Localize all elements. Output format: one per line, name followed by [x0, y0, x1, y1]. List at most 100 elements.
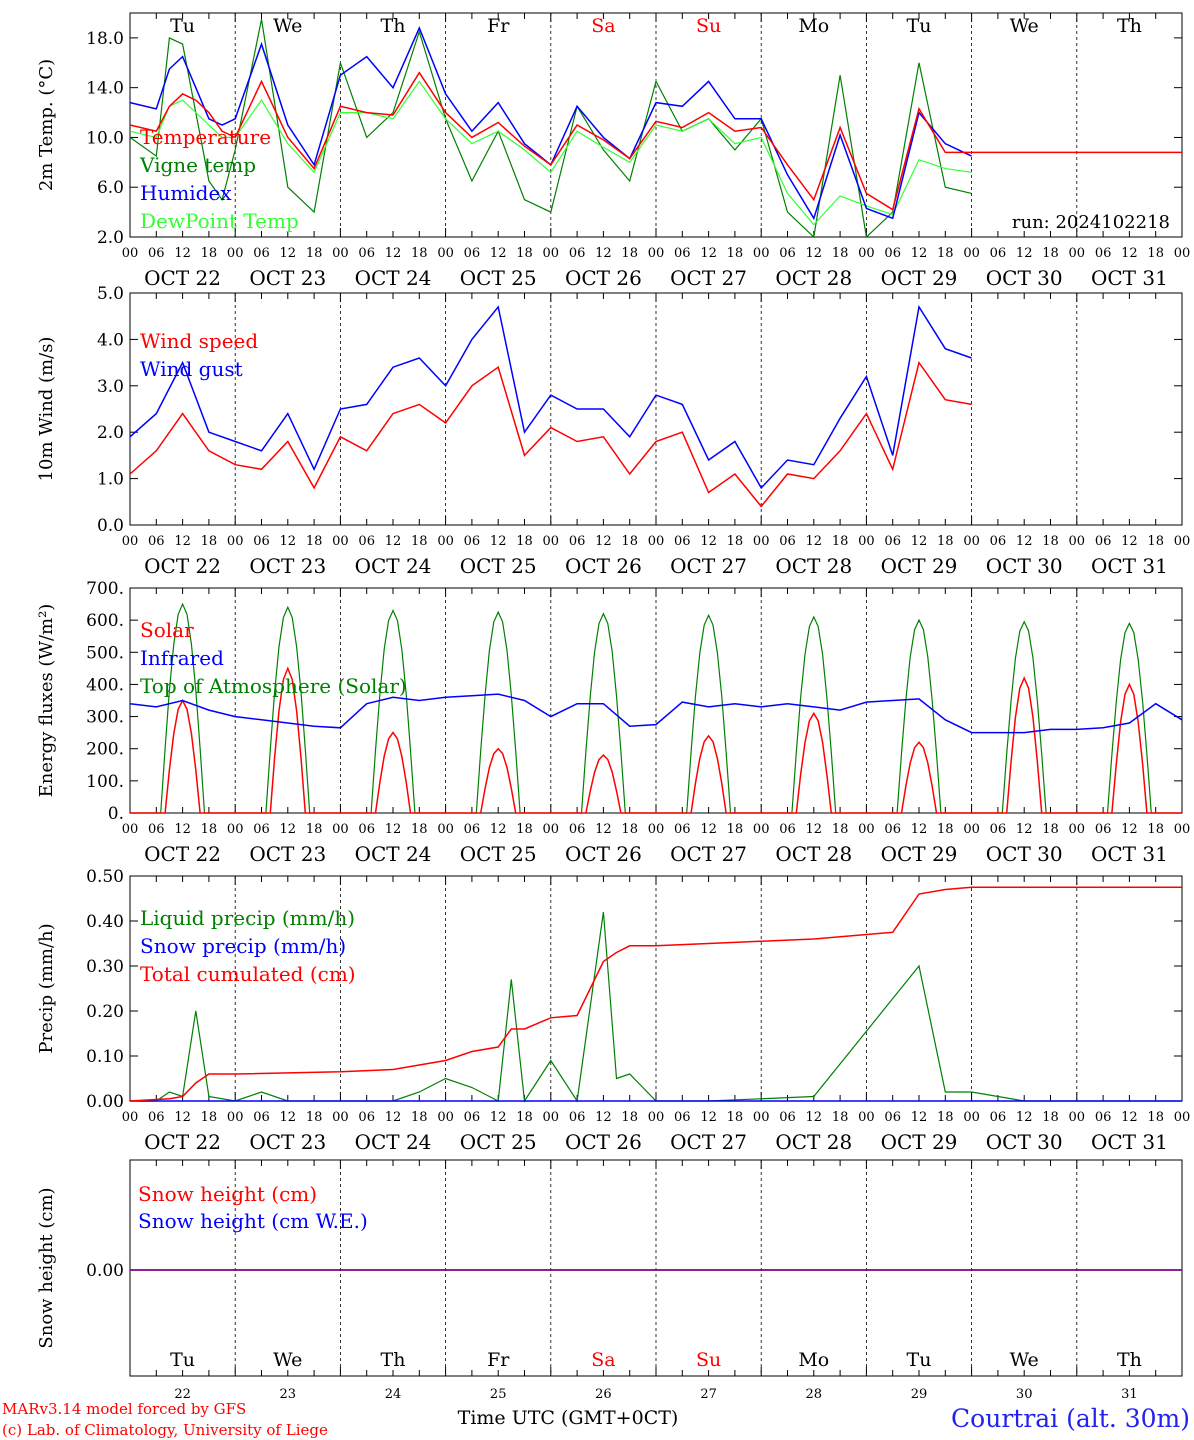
hour-tick-label: 12: [490, 534, 507, 549]
y-axis-label: 2m Temp. (°C): [36, 59, 57, 191]
legend-entry: Humidex: [140, 181, 232, 205]
date-label: OCT 29: [881, 266, 958, 290]
hour-tick-label: 12: [911, 1110, 928, 1125]
hour-tick-label: 00: [1174, 1110, 1191, 1125]
date-label: OCT 31: [1091, 554, 1168, 578]
y-tick-label: 1.0: [97, 470, 124, 490]
date-label: OCT 23: [249, 554, 326, 578]
hour-tick-label: 06: [779, 822, 796, 837]
y-tick-label: 0.: [108, 804, 124, 824]
hour-tick-label: 12: [700, 246, 717, 261]
y-tick-label: 600.: [86, 611, 124, 631]
hour-tick-label: 18: [727, 822, 744, 837]
weekday-label: Sa: [591, 15, 615, 37]
hour-tick-label: 06: [1095, 246, 1112, 261]
hour-tick-label: 18: [1042, 246, 1059, 261]
footer: MARv3.14 model forced by GFS (c) Lab. of …: [2, 1400, 1190, 1439]
hour-tick-label: 12: [1016, 1110, 1033, 1125]
hour-tick-label: 00: [648, 246, 665, 261]
hour-tick-label: 12: [1121, 246, 1138, 261]
hour-tick-label: 06: [779, 534, 796, 549]
hour-tick-label: 00: [648, 822, 665, 837]
hour-tick-label: 18: [411, 1110, 428, 1125]
hour-tick-label: 18: [516, 246, 533, 261]
date-label: OCT 30: [986, 554, 1063, 578]
hour-tick-label: 18: [937, 246, 954, 261]
hour-tick-label: 00: [858, 246, 875, 261]
hour-tick-label: 12: [595, 1110, 612, 1125]
hour-tick-label: 00: [858, 822, 875, 837]
date-label: OCT 31: [1091, 842, 1168, 866]
hour-tick-label: 18: [1042, 1110, 1059, 1125]
hour-tick-label: 12: [911, 822, 928, 837]
hour-tick-label: 00: [122, 1110, 139, 1125]
temp-series-line: [129, 25, 972, 221]
temp-series-line: [129, 19, 972, 239]
hour-tick-label: 06: [569, 822, 586, 837]
hour-tick-label: 06: [674, 534, 691, 549]
hour-tick-label: 18: [621, 822, 638, 837]
hour-tick-label: 18: [1147, 246, 1164, 261]
hour-tick-label: 00: [648, 1110, 665, 1125]
hour-tick-label: 12: [1121, 822, 1138, 837]
weekday-label: Th: [1117, 15, 1142, 37]
hour-tick-label: 00: [332, 534, 349, 549]
date-label: OCT 25: [460, 554, 537, 578]
hour-tick-label: 12: [911, 534, 928, 549]
hour-tick-label: 00: [963, 534, 980, 549]
date-label: OCT 23: [249, 266, 326, 290]
hour-tick-label: 12: [280, 534, 297, 549]
weekday-label: Mo: [798, 15, 829, 37]
liquid-precip-line: [130, 911, 1182, 1103]
hour-tick-label: 18: [727, 246, 744, 261]
hour-tick-label: 12: [385, 246, 402, 261]
date-label: OCT 28: [775, 842, 852, 866]
y-tick-label: 500.: [86, 643, 124, 663]
legend-entry: Total cumulated (cm): [140, 962, 356, 986]
legend-entry: Top of Atmosphere (Solar): [140, 674, 407, 698]
hour-tick-label: 12: [806, 246, 823, 261]
hour-tick-label: 12: [490, 1110, 507, 1125]
hour-tick-label: 18: [201, 822, 218, 837]
hour-tick-label: 12: [174, 1110, 191, 1125]
day-number-label: 30: [1016, 1387, 1033, 1402]
date-label: OCT 22: [144, 266, 221, 290]
hour-tick-label: 18: [411, 246, 428, 261]
hour-tick-label: 18: [516, 822, 533, 837]
hour-tick-label: 12: [595, 822, 612, 837]
day-number-label: 22: [174, 1387, 191, 1402]
legend-entry: Snow height (cm): [138, 1182, 317, 1206]
hour-tick-label: 18: [832, 1110, 849, 1125]
date-label: OCT 24: [355, 1130, 432, 1154]
hour-tick-label: 18: [1042, 534, 1059, 549]
hour-tick-label: 18: [832, 534, 849, 549]
weekday-label: We: [1010, 15, 1039, 37]
hour-tick-label: 06: [148, 534, 165, 549]
hour-tick-label: 00: [227, 1110, 244, 1125]
lab-credit: (c) Lab. of Climatology, University of L…: [2, 1421, 328, 1439]
weekday-label: We: [273, 1349, 302, 1371]
y-tick-label: 5.0: [97, 284, 124, 304]
hour-tick-label: 06: [358, 534, 375, 549]
date-label: OCT 23: [249, 1130, 326, 1154]
date-label: OCT 22: [144, 1130, 221, 1154]
y-tick-label: 0.30: [86, 957, 124, 977]
hour-tick-label: 18: [621, 246, 638, 261]
infrared-line: [129, 693, 1183, 734]
hour-tick-label: 00: [122, 822, 139, 837]
hour-tick-label: 06: [148, 1110, 165, 1125]
weekday-label: Su: [696, 1349, 721, 1371]
hour-tick-label: 06: [253, 534, 270, 549]
hour-tick-label: 18: [1042, 822, 1059, 837]
hour-tick-label: 06: [358, 246, 375, 261]
weekday-label: Su: [696, 15, 721, 37]
hour-tick-label: 00: [1069, 534, 1086, 549]
hour-tick-label: 18: [1147, 822, 1164, 837]
y-tick-label: 14.0: [86, 79, 124, 99]
hour-tick-label: 00: [332, 822, 349, 837]
hour-tick-label: 18: [937, 1110, 954, 1125]
hour-tick-label: 06: [464, 1110, 481, 1125]
hour-tick-label: 12: [385, 1110, 402, 1125]
hour-tick-label: 00: [543, 822, 560, 837]
